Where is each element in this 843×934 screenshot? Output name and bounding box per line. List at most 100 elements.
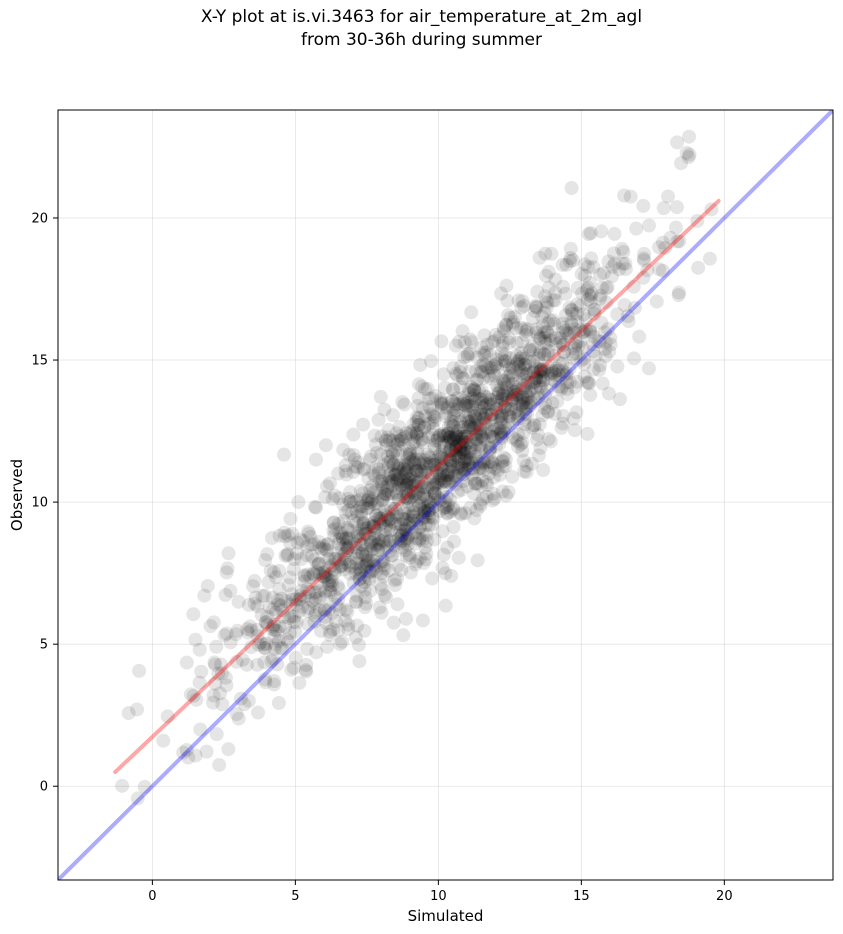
scatter-point: [412, 498, 427, 513]
scatter-point: [530, 432, 545, 447]
scatter-point: [576, 325, 591, 340]
scatter-point: [441, 462, 456, 477]
scatter-point: [563, 241, 578, 256]
scatter-point: [391, 492, 406, 507]
scatter-point: [570, 280, 585, 295]
scatter-point: [137, 779, 152, 794]
scatter-point: [457, 429, 472, 444]
scatter-point: [514, 393, 529, 408]
scatter-point: [543, 434, 558, 449]
scatter-point: [492, 467, 507, 482]
scatter-point: [363, 538, 378, 553]
scatter-point: [509, 391, 524, 406]
scatter-point: [337, 555, 352, 570]
scatter-point: [395, 527, 410, 542]
scatter-point: [369, 446, 384, 461]
scatter-point: [467, 420, 482, 435]
scatter-point: [415, 511, 430, 526]
scatter-point: [466, 382, 481, 397]
scatter-point: [682, 147, 697, 162]
scatter-point: [536, 361, 551, 376]
scatter-point: [690, 213, 705, 228]
scatter-point: [487, 333, 502, 348]
scatter-point: [353, 562, 368, 577]
scatter-point: [388, 467, 403, 482]
scatter-point: [352, 566, 367, 581]
scatter-point: [325, 492, 340, 507]
scatter-point: [519, 323, 534, 338]
scatter-point: [488, 439, 503, 454]
scatter-point: [365, 466, 380, 481]
scatter-point: [397, 477, 412, 492]
scatter-point: [626, 279, 641, 294]
scatter-point: [330, 578, 345, 593]
scatter-point: [575, 286, 590, 301]
scatter-point: [374, 511, 389, 526]
scatter-point: [494, 424, 509, 439]
scatter-point: [318, 565, 333, 580]
scatter-point: [350, 549, 365, 564]
scatter-point: [281, 578, 296, 593]
scatter-point: [474, 358, 489, 373]
scatter-point: [479, 405, 494, 420]
scatter-point: [247, 574, 262, 589]
scatter-point: [324, 574, 339, 589]
scatter-point: [486, 486, 501, 501]
scatter-point: [209, 727, 224, 742]
scatter-point: [596, 266, 611, 281]
scatter-point: [405, 498, 420, 513]
scatter-point: [449, 391, 464, 406]
scatter-point: [398, 430, 413, 445]
scatter-point: [595, 280, 610, 295]
scatter-point: [629, 221, 644, 236]
scatter-point: [405, 508, 420, 523]
scatter-point: [505, 317, 520, 332]
scatter-point: [501, 374, 516, 389]
scatter-point: [396, 511, 411, 526]
scatter-point: [298, 569, 313, 584]
scatter-point: [462, 458, 477, 473]
scatter-point: [477, 411, 492, 426]
scatter-point: [397, 506, 412, 521]
scatter-point: [642, 218, 657, 233]
scatter-point: [443, 439, 458, 454]
scatter-point: [495, 392, 510, 407]
scatter-point: [384, 474, 399, 489]
scatter-point: [374, 605, 389, 620]
scatter-point: [511, 354, 526, 369]
scatter-point: [446, 361, 461, 376]
scatter-point: [554, 420, 569, 435]
scatter-point: [479, 489, 494, 504]
scatter-point: [563, 251, 578, 266]
scatter-point: [461, 462, 476, 477]
scatter-point: [468, 409, 483, 424]
scatter-point: [358, 542, 373, 557]
scatter-point: [397, 489, 412, 504]
scatter-point: [402, 492, 417, 507]
scatter-point: [391, 461, 406, 476]
scatter-point: [488, 327, 503, 342]
scatter-point: [517, 464, 532, 479]
scatter-point: [329, 597, 344, 612]
scatter-point: [670, 234, 685, 249]
scatter-point: [379, 487, 394, 502]
scatter-point: [483, 371, 498, 386]
scatter-point: [411, 486, 426, 501]
scatter-point: [495, 484, 510, 499]
scatter-point: [423, 495, 438, 510]
scatter-point: [349, 540, 364, 555]
scatter-point: [273, 640, 288, 655]
scatter-point: [287, 614, 302, 629]
scatter-point: [567, 325, 582, 340]
scatter-point: [595, 376, 610, 391]
scatter-point: [632, 329, 647, 344]
scatter-point: [443, 443, 458, 458]
scatter-point: [450, 429, 465, 444]
scatter-point: [363, 583, 378, 598]
scatter-point: [219, 678, 234, 693]
scatter-point: [479, 396, 494, 411]
scatter-point: [215, 697, 230, 712]
scatter-point: [603, 330, 618, 345]
scatter-point: [419, 457, 434, 472]
scatter-point: [415, 475, 430, 490]
